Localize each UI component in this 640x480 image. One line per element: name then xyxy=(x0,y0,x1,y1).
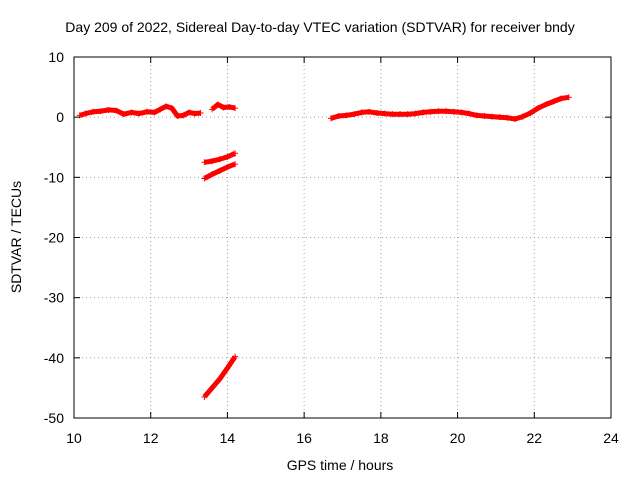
data-point xyxy=(558,95,565,102)
data-point xyxy=(209,158,216,165)
data-point xyxy=(412,110,419,117)
data-point xyxy=(216,156,223,163)
data-point xyxy=(232,105,239,112)
data-point xyxy=(209,384,216,391)
data-point xyxy=(128,109,135,116)
data-point xyxy=(186,109,193,116)
data-point xyxy=(224,153,231,160)
x-axis-label: GPS time / hours xyxy=(286,457,394,473)
data-point xyxy=(163,103,170,110)
data-point xyxy=(168,105,175,112)
data-point xyxy=(97,108,104,115)
y-tick-label: 0 xyxy=(56,109,64,125)
data-point xyxy=(397,111,404,118)
data-point xyxy=(136,110,143,117)
x-tick-label: 16 xyxy=(296,430,312,446)
data-point xyxy=(450,108,457,115)
y-axis-label: SDTVAR / TECUs xyxy=(8,180,24,294)
data-point xyxy=(427,108,434,115)
data-point xyxy=(157,106,164,113)
y-tick-label: 10 xyxy=(48,49,64,65)
data-point xyxy=(535,105,542,112)
data-point xyxy=(481,112,488,119)
data-point xyxy=(404,111,411,118)
data-point xyxy=(443,108,450,115)
data-point xyxy=(458,109,465,116)
data-point xyxy=(226,103,233,110)
data-point xyxy=(327,115,334,122)
x-tick-label: 22 xyxy=(526,430,542,446)
y-tick-label: -40 xyxy=(44,350,64,366)
data-point xyxy=(180,112,187,119)
data-point xyxy=(381,110,388,117)
y-tick-label: -20 xyxy=(44,230,64,246)
axis-ticks: 10 12 14 16 18 20 22 24 10 0 -10 -20 -30 -40 -50 xyxy=(44,49,619,446)
data-point xyxy=(209,171,216,178)
data-point xyxy=(489,113,496,120)
data-point xyxy=(512,115,519,122)
data-point xyxy=(550,98,557,105)
data-point xyxy=(143,108,150,115)
data-point xyxy=(220,104,227,111)
data-point xyxy=(542,101,549,108)
data-point xyxy=(374,109,381,116)
x-tick-label: 20 xyxy=(450,430,466,446)
data-point xyxy=(519,113,526,120)
data-point xyxy=(527,109,534,116)
data-point xyxy=(496,114,503,121)
data-point xyxy=(466,110,473,117)
data-point xyxy=(224,365,231,372)
data-point xyxy=(216,167,223,174)
data-point xyxy=(504,114,511,121)
data-point xyxy=(174,112,181,119)
data-point xyxy=(232,353,239,360)
data-point xyxy=(358,109,365,116)
data-point xyxy=(224,164,231,171)
x-tick-label: 24 xyxy=(603,430,619,446)
y-tick-label: -30 xyxy=(44,290,64,306)
data-point xyxy=(335,112,342,119)
data-point xyxy=(473,112,480,119)
data-point xyxy=(216,375,223,382)
data-point xyxy=(120,111,127,118)
data-point xyxy=(197,109,204,116)
data-point xyxy=(90,108,97,115)
data-point xyxy=(201,175,208,182)
x-tick-label: 18 xyxy=(373,430,389,446)
data-point xyxy=(389,111,396,118)
data-point xyxy=(113,107,120,114)
data-point xyxy=(232,150,239,157)
data-point xyxy=(191,110,198,117)
data-point xyxy=(201,159,208,166)
x-tick-label: 12 xyxy=(143,430,159,446)
x-tick-label: 14 xyxy=(220,430,236,446)
data-series xyxy=(76,94,572,400)
x-tick-label: 10 xyxy=(66,430,82,446)
y-tick-label: -50 xyxy=(44,410,64,426)
data-point xyxy=(151,109,158,116)
data-point xyxy=(232,161,239,168)
data-point xyxy=(565,94,572,101)
data-point xyxy=(82,110,89,117)
data-point xyxy=(209,106,216,113)
data-point xyxy=(351,111,358,118)
y-tick-label: -10 xyxy=(44,169,64,185)
data-point xyxy=(214,101,221,108)
chart-title: Day 209 of 2022, Sidereal Day-to-day VTE… xyxy=(65,19,575,35)
data-point xyxy=(435,108,442,115)
data-point xyxy=(420,109,427,116)
data-point xyxy=(201,393,208,400)
data-point xyxy=(105,106,112,113)
data-point xyxy=(343,112,350,119)
data-point xyxy=(366,108,373,115)
